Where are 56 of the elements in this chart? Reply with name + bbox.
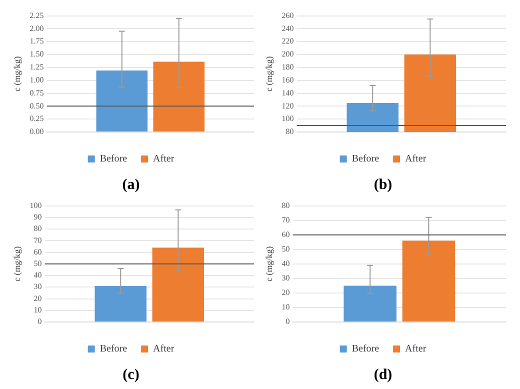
y-tick-label: 20	[34, 294, 42, 303]
y-tick-label: 140	[282, 88, 294, 98]
y-tick-label: 50	[282, 244, 290, 254]
y-tick-label: 1.50	[30, 50, 44, 59]
y-tick-label: 1.25	[30, 62, 44, 72]
y-tick-label: 80	[286, 127, 294, 136]
y-tick-label: 1.00	[30, 75, 44, 84]
y-tick-label: 220	[282, 36, 294, 46]
y-axis-title: c (mg/kg)	[12, 56, 22, 92]
legend-label: After	[405, 344, 427, 355]
y-tick-label: 90	[34, 212, 42, 222]
y-tick-label: 120	[282, 101, 294, 110]
y-tick-label: 200	[282, 50, 294, 59]
y-tick-label: 100	[282, 114, 294, 124]
legend-label: After	[153, 344, 175, 355]
y-tick-label: 0.25	[30, 114, 44, 124]
y-tick-label: 0.50	[30, 101, 44, 110]
legend-label: Before	[352, 344, 380, 355]
y-tick-label: 80	[282, 200, 290, 210]
y-axis-title: c (mg/kg)	[264, 246, 274, 282]
y-tick-label: 1.75	[30, 36, 44, 46]
y-axis-title: c (mg/kg)	[264, 56, 274, 92]
y-tick-label: 40	[282, 258, 290, 268]
y-tick-label: 240	[282, 24, 294, 33]
y-tick-label: 160	[282, 75, 294, 84]
text: (c)	[122, 366, 140, 383]
y-tick-label: 100	[30, 200, 42, 210]
y-tick-label: 2.00	[30, 24, 44, 33]
y-axis-title: c (mg/kg)	[12, 246, 22, 282]
y-tick-label: 10	[282, 302, 290, 312]
y-tick-label: 70	[282, 215, 290, 224]
y-tick-label: 0.75	[30, 88, 44, 98]
text: (a)	[122, 176, 140, 193]
y-tick-label: 70	[34, 236, 42, 245]
legend-label: Before	[352, 154, 380, 165]
y-tick-label: 60	[34, 247, 42, 256]
y-tick-label: 0	[38, 317, 42, 326]
legend-label: After	[153, 154, 175, 165]
y-tick-label: 30	[282, 274, 290, 283]
y-tick-label: 10	[34, 305, 42, 314]
y-tick-label: 50	[34, 258, 42, 268]
y-tick-label: 30	[34, 282, 42, 292]
text: (d)	[374, 366, 392, 383]
y-tick-label: 180	[282, 62, 294, 72]
legend-label: Before	[100, 344, 128, 355]
legend-label: After	[405, 154, 427, 165]
y-tick-label: 2.25	[30, 10, 44, 20]
y-tick-label: 0.00	[30, 127, 44, 136]
text: (b)	[374, 176, 392, 193]
legend-label: Before	[100, 154, 128, 165]
y-tick-label: 0	[286, 317, 290, 326]
y-tick-label: 80	[34, 224, 42, 234]
y-tick-label: 260	[282, 10, 294, 20]
y-tick-label: 60	[282, 230, 290, 239]
y-tick-label: 20	[282, 288, 290, 298]
y-tick-label: 40	[34, 270, 42, 280]
